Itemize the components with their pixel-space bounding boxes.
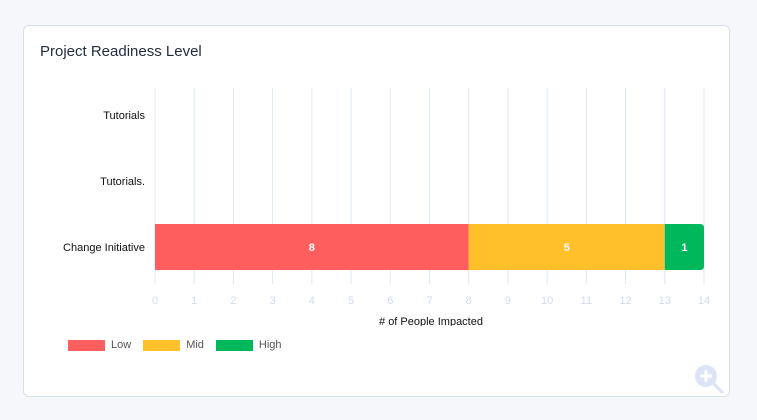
x-tick-label: 6 [387,295,393,307]
x-tick-label: 4 [309,295,315,307]
x-tick-label: 0 [152,295,158,307]
category-label: Tutorials. [100,176,145,188]
bar-chart: 8 5 1 Tutorials Tutorials. Change Initiative… [63,88,710,326]
chart-title: Project Readiness Level [40,43,202,60]
x-tick-label: 13 [659,295,671,307]
legend-label: Mid [186,339,204,351]
x-tick-label: 8 [466,295,472,307]
x-tick-label: 3 [270,295,276,307]
legend-item-mid[interactable]: Mid [143,339,204,351]
category-label: Tutorials [103,110,145,122]
x-tick-label: 7 [426,295,432,307]
bar-value-label: 5 [564,242,570,254]
category-label: Change Initiative [63,242,145,254]
x-tick-label: 2 [230,295,236,307]
x-tick-label: 14 [698,295,710,307]
x-axis-title: # of People Impacted [379,316,483,326]
legend: Low Mid High [68,339,282,351]
legend-swatch [68,339,105,351]
bar-segment-low[interactable] [155,224,469,270]
x-tick-label: 10 [541,295,553,307]
legend-swatch [143,339,181,351]
bar-segment-high[interactable] [664,224,704,270]
bar-value-label: 8 [309,242,315,254]
bar-segment-mid[interactable] [468,224,665,270]
legend-swatch [215,339,253,351]
x-tick-label: 11 [581,295,592,307]
legend-label: Low [111,339,132,351]
x-tick-label: 12 [619,295,631,307]
chart-card: Project Readiness Level 8 5 1 Tutorials Tut… [23,25,730,397]
x-tick-label: 9 [505,295,511,307]
zoom-in-button[interactable] [693,363,725,395]
bar-value-label: 1 [681,242,687,254]
x-tick-label: 5 [348,295,354,307]
legend-item-low[interactable]: Low [68,339,131,351]
x-tick-label: 1 [191,295,197,307]
legend-item-high[interactable]: High [215,339,282,351]
legend-label: High [258,339,282,351]
zoom-in-icon [695,365,724,394]
